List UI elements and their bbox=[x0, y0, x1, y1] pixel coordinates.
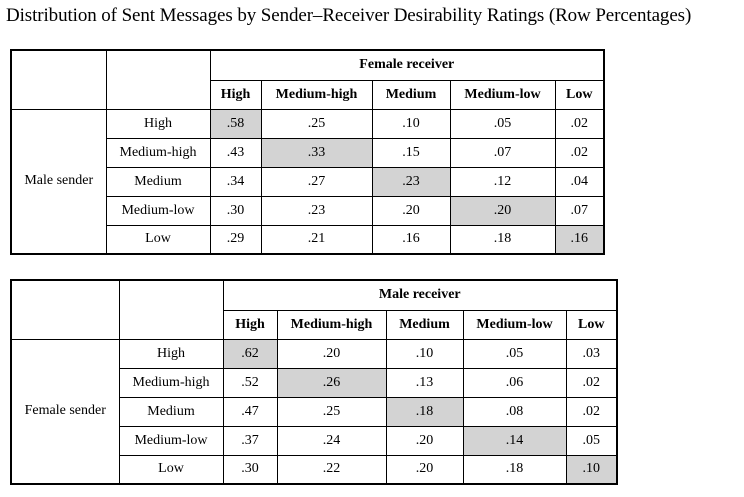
column-header: Medium-high bbox=[276, 309, 387, 340]
table-cell: .47 bbox=[222, 396, 278, 427]
row-label: Medium-high bbox=[118, 367, 224, 398]
table-cell: .07 bbox=[554, 195, 605, 226]
table-cell: .25 bbox=[260, 108, 373, 139]
table-cell: .15 bbox=[371, 137, 451, 168]
column-group-header: Male receiver bbox=[222, 279, 618, 311]
table-cell: .16 bbox=[554, 224, 605, 255]
table-cell: .52 bbox=[222, 367, 278, 398]
table-female-sender: Male receiver High Medium-high Medium Me… bbox=[10, 279, 619, 485]
row-label: Medium-low bbox=[105, 195, 211, 226]
table-cell: .34 bbox=[209, 166, 262, 197]
table-cell: .23 bbox=[260, 195, 373, 226]
column-header: Medium-low bbox=[449, 79, 556, 110]
row-label: High bbox=[105, 108, 211, 139]
row-group-label: Male sender bbox=[10, 108, 107, 255]
table-cell: .20 bbox=[385, 425, 464, 456]
table-cell: .10 bbox=[565, 454, 618, 485]
table-cell: .37 bbox=[222, 425, 278, 456]
table-cell: .02 bbox=[565, 367, 618, 398]
corner-cell bbox=[10, 49, 107, 110]
column-header: High bbox=[209, 79, 262, 110]
column-header: Medium-low bbox=[462, 309, 567, 340]
table-cell: .05 bbox=[449, 108, 556, 139]
table-cell: .02 bbox=[554, 137, 605, 168]
corner-cell bbox=[118, 279, 224, 340]
table-cell: .29 bbox=[209, 224, 262, 255]
table-cell: .43 bbox=[209, 137, 262, 168]
table-cell: .05 bbox=[462, 338, 567, 369]
row-label: High bbox=[118, 338, 224, 369]
table-cell: .12 bbox=[449, 166, 556, 197]
table-cell: .13 bbox=[385, 367, 464, 398]
row-label: Low bbox=[105, 224, 211, 255]
table-cell: .10 bbox=[385, 338, 464, 369]
table-male-sender: Female receiver High Medium-high Medium … bbox=[10, 49, 606, 255]
table-cell: .20 bbox=[449, 195, 556, 226]
row-label: Medium-low bbox=[118, 425, 224, 456]
table-cell: .58 bbox=[209, 108, 262, 139]
table-cell: .21 bbox=[260, 224, 373, 255]
row-label: Low bbox=[118, 454, 224, 485]
table-cell: .02 bbox=[554, 108, 605, 139]
table-cell: .18 bbox=[449, 224, 556, 255]
corner-cell bbox=[105, 49, 211, 110]
table-cell: .62 bbox=[222, 338, 278, 369]
table-cell: .06 bbox=[462, 367, 567, 398]
table-cell: .18 bbox=[385, 396, 464, 427]
table-cell: .30 bbox=[209, 195, 262, 226]
row-label: Medium-high bbox=[105, 137, 211, 168]
table-cell: .23 bbox=[371, 166, 451, 197]
column-header: Medium-high bbox=[260, 79, 373, 110]
table-cell: .30 bbox=[222, 454, 278, 485]
row-label: Medium bbox=[118, 396, 224, 427]
row-group-label: Female sender bbox=[10, 338, 120, 485]
table-cell: .02 bbox=[565, 396, 618, 427]
table-cell: .14 bbox=[462, 425, 567, 456]
table-cell: .25 bbox=[276, 396, 387, 427]
table-cell: .10 bbox=[371, 108, 451, 139]
page-title: Distribution of Sent Messages by Sender–… bbox=[6, 5, 692, 26]
table-cell: .33 bbox=[260, 137, 373, 168]
column-header: Medium bbox=[385, 309, 464, 340]
table-cell: .26 bbox=[276, 367, 387, 398]
table-cell: .07 bbox=[449, 137, 556, 168]
table-cell: .05 bbox=[565, 425, 618, 456]
table-cell: .18 bbox=[462, 454, 567, 485]
table-cell: .16 bbox=[371, 224, 451, 255]
column-header: Low bbox=[554, 79, 605, 110]
row-label: Medium bbox=[105, 166, 211, 197]
table-cell: .20 bbox=[385, 454, 464, 485]
table-cell: .22 bbox=[276, 454, 387, 485]
table-cell: .08 bbox=[462, 396, 567, 427]
column-group-header: Female receiver bbox=[209, 49, 605, 81]
table-cell: .20 bbox=[276, 338, 387, 369]
table-cell: .27 bbox=[260, 166, 373, 197]
table-cell: .03 bbox=[565, 338, 618, 369]
column-header: Low bbox=[565, 309, 618, 340]
table-cell: .24 bbox=[276, 425, 387, 456]
column-header: High bbox=[222, 309, 278, 340]
table-cell: .20 bbox=[371, 195, 451, 226]
corner-cell bbox=[10, 279, 120, 340]
column-header: Medium bbox=[371, 79, 451, 110]
table-cell: .04 bbox=[554, 166, 605, 197]
